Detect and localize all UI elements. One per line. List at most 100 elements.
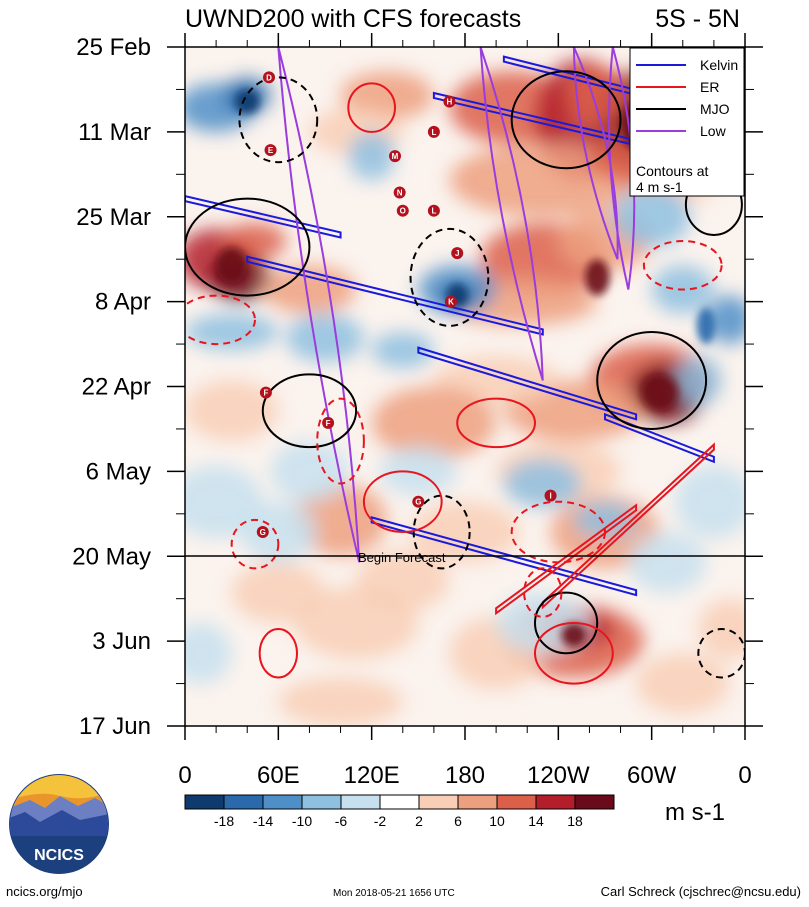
anomaly-region <box>675 465 745 539</box>
storm-symbol <box>264 144 277 157</box>
storm-label: N <box>397 189 403 198</box>
er-contour <box>230 518 280 570</box>
anomaly-region <box>698 598 745 660</box>
anomaly-region <box>348 131 395 181</box>
colorbar-box <box>418 794 459 810</box>
y-tick-label: 25 Feb <box>76 34 151 61</box>
storm-label: L <box>431 128 436 137</box>
anomaly-core <box>640 374 679 411</box>
er-contour <box>185 294 256 346</box>
x-tick-label: 0 <box>738 762 751 789</box>
mjo-contour <box>510 70 622 170</box>
y-tick-label: 17 Jun <box>79 713 151 740</box>
storm-symbol <box>396 204 409 217</box>
legend-label-er: ER <box>700 79 719 95</box>
colorbar-box <box>184 794 225 810</box>
anomaly-region <box>185 313 279 351</box>
x-tick-label: 120E <box>344 762 400 789</box>
storm-label: O <box>400 207 406 216</box>
colorbar-box <box>379 794 420 810</box>
y-tick-label: 22 Apr <box>82 374 151 401</box>
y-tick-label: 25 Mar <box>76 204 151 231</box>
low-contour <box>479 47 544 381</box>
kelvin-contour <box>185 195 342 239</box>
colorbar-tick-label: -18 <box>214 813 234 829</box>
anomaly-region <box>278 677 403 726</box>
chart-title: UWND200 with CFS forecasts <box>185 5 521 33</box>
colorbar-box <box>457 794 498 810</box>
chart-region-label: 5S - 5N <box>655 5 740 33</box>
er-contour <box>541 442 715 610</box>
storm-symbol <box>445 295 457 308</box>
colorbar-box <box>574 794 615 810</box>
low-contour <box>277 47 361 563</box>
anomaly-region <box>628 532 707 593</box>
forecast-label: Begin Forecast <box>358 550 446 565</box>
storm-symbol <box>322 416 335 429</box>
storm-symbol <box>427 204 440 217</box>
storm-symbol <box>443 95 456 108</box>
anomaly-region <box>503 459 582 508</box>
er-contour <box>495 503 638 616</box>
colorbar-tick-label: -6 <box>335 813 348 829</box>
anomaly-region <box>356 550 450 611</box>
x-tick-label: 60E <box>257 762 300 789</box>
colorbar-box <box>262 794 303 810</box>
legend-label-mjo: MJO <box>700 101 730 117</box>
er-contour <box>510 500 606 564</box>
legend: Kelvin ER MJO Low Contours at 4 m s-1 <box>629 47 745 197</box>
colorbar-tick-label: 14 <box>528 813 544 829</box>
storm-label: I <box>549 492 551 501</box>
anomaly-core <box>234 89 260 114</box>
colorbar-tick-label: -10 <box>292 813 312 829</box>
er-contour <box>258 628 299 679</box>
anomaly-core <box>561 622 587 648</box>
colorbar-box <box>496 794 537 810</box>
er-contour <box>362 470 443 533</box>
low-contour <box>572 47 619 260</box>
storm-marker: I <box>544 489 557 502</box>
anomaly-region <box>573 501 637 539</box>
storm-label: G <box>415 498 421 507</box>
kelvin-contour <box>417 346 638 421</box>
storm-symbol <box>389 150 401 163</box>
x-tick-label: 0 <box>178 762 191 789</box>
storm-marker: M <box>389 150 401 163</box>
storm-label: J <box>455 249 459 258</box>
storm-label: H <box>447 98 453 107</box>
colorbar-tick-label: -14 <box>253 813 273 829</box>
mjo-contour <box>534 591 599 655</box>
er-contour <box>456 397 537 449</box>
storm-marker: K <box>445 295 457 308</box>
mjo-contour <box>238 76 319 164</box>
anomaly-core <box>584 259 610 296</box>
x-tick-label: 60W <box>627 762 677 789</box>
storm-symbol <box>259 386 272 399</box>
storm-symbol <box>412 495 425 508</box>
colorbar-box <box>340 794 381 810</box>
colorbar-tick-label: 6 <box>454 813 462 829</box>
anomaly-core <box>216 247 248 284</box>
x-tick-label: 180 <box>445 762 485 789</box>
anomaly-region <box>706 295 745 345</box>
anomaly-region <box>379 447 458 496</box>
storm-marker: O <box>396 204 409 217</box>
anomaly-region <box>185 380 279 442</box>
storm-marker: L <box>427 204 440 217</box>
anomaly-region <box>675 356 722 405</box>
storm-marker: G <box>412 495 425 508</box>
legend-label-low: Low <box>700 123 727 139</box>
legend-note-line1: Contours at <box>636 163 708 179</box>
er-contour <box>347 82 396 133</box>
storm-marker: L <box>427 125 440 138</box>
mjo-contour <box>261 373 358 449</box>
er-contour <box>523 567 563 618</box>
legend-note-line2: 4 m s-1 <box>636 179 683 195</box>
anomaly-region <box>239 501 318 563</box>
anomaly-region <box>286 313 364 363</box>
anomaly-core <box>696 307 716 345</box>
storm-label: K <box>448 298 454 307</box>
colorbar-box <box>535 794 576 810</box>
mjo-contour <box>697 628 745 679</box>
